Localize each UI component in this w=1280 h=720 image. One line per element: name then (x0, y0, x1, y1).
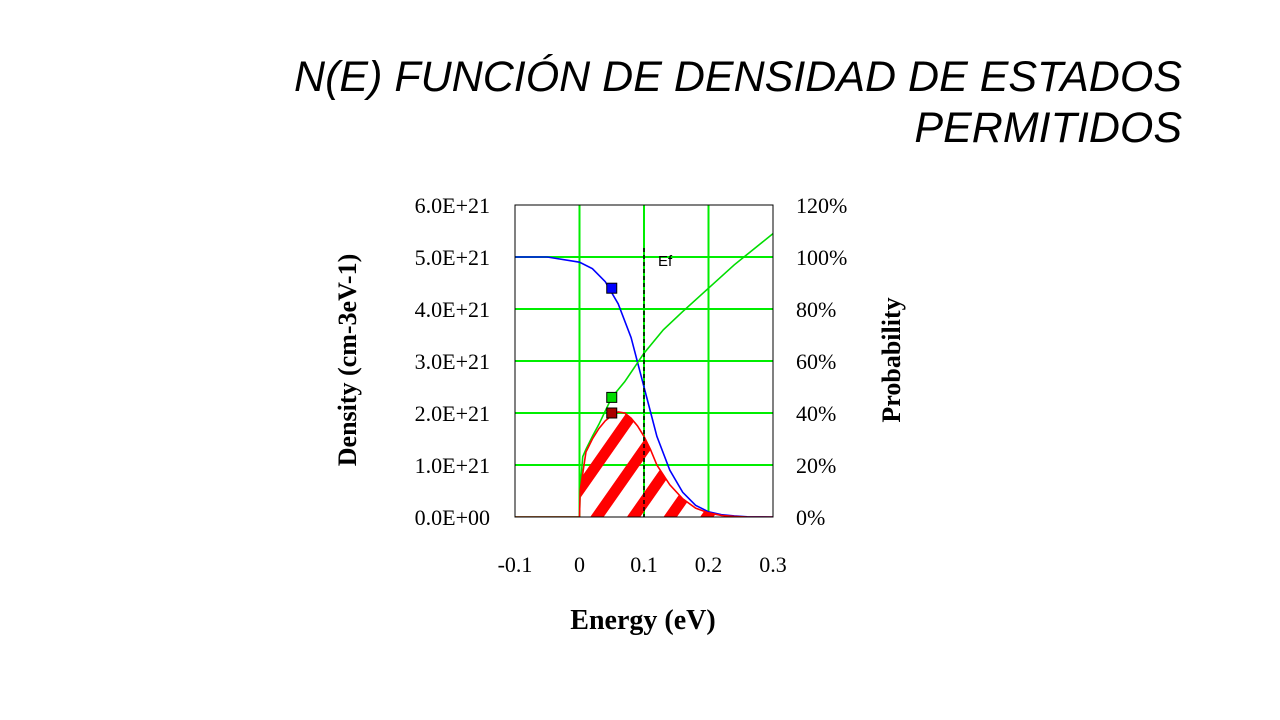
y-tick-label: 2.0E+21 (415, 401, 490, 426)
y2-tick-label: 80% (796, 297, 836, 322)
hatched-area-group (515, 411, 773, 517)
x-tick-label: 0.3 (759, 552, 787, 577)
y-axis-label: Density (cm-3eV-1) (333, 254, 362, 467)
y2-tick-label: 0% (796, 505, 825, 530)
fermi-level-group: Ef (643, 248, 673, 517)
x-tick-label: 0.1 (630, 552, 658, 577)
x-axis-label: Energy (eV) (570, 605, 715, 636)
series-line-2 (515, 411, 773, 517)
y2-tick-label: 120% (796, 193, 847, 218)
fermi-level-label: Ef (658, 253, 673, 270)
y2-tick-labels: 0% 20% 40% 60% 80% 100% 120% (796, 193, 847, 530)
x-tick-label: 0 (574, 552, 585, 577)
y-tick-label: 3.0E+21 (415, 349, 490, 374)
y2-tick-label: 60% (796, 349, 836, 374)
y-tick-label: 4.0E+21 (415, 297, 490, 322)
y-tick-label: 6.0E+21 (415, 193, 490, 218)
y-tick-labels: 0.0E+00 1.0E+21 2.0E+21 3.0E+21 4.0E+21 5.0E+… (415, 193, 490, 530)
y2-tick-label: 100% (796, 245, 847, 270)
marker-2 (606, 407, 618, 419)
marker-1 (606, 391, 618, 403)
x-tick-label: -0.1 (498, 552, 533, 577)
x-tick-label: 0.2 (695, 552, 723, 577)
y-tick-label: 1.0E+21 (415, 453, 490, 478)
y-tick-label: 0.0E+00 (415, 505, 490, 530)
markers-group (606, 282, 618, 419)
hatched-area (515, 411, 773, 517)
y2-axis-label: Probability (877, 297, 906, 422)
x-tick-labels: -0.1 0 0.1 0.2 0.3 (498, 552, 787, 577)
y2-tick-label: 20% (796, 453, 836, 478)
slide-title: N(E) FUNCIÓN DE DENSIDAD DE ESTADOS PERM… (294, 53, 1182, 152)
series-line-1 (515, 232, 773, 517)
marker-0 (606, 282, 618, 294)
y-tick-label: 5.0E+21 (415, 245, 490, 270)
y2-tick-label: 40% (796, 401, 836, 426)
series-group (515, 232, 773, 517)
